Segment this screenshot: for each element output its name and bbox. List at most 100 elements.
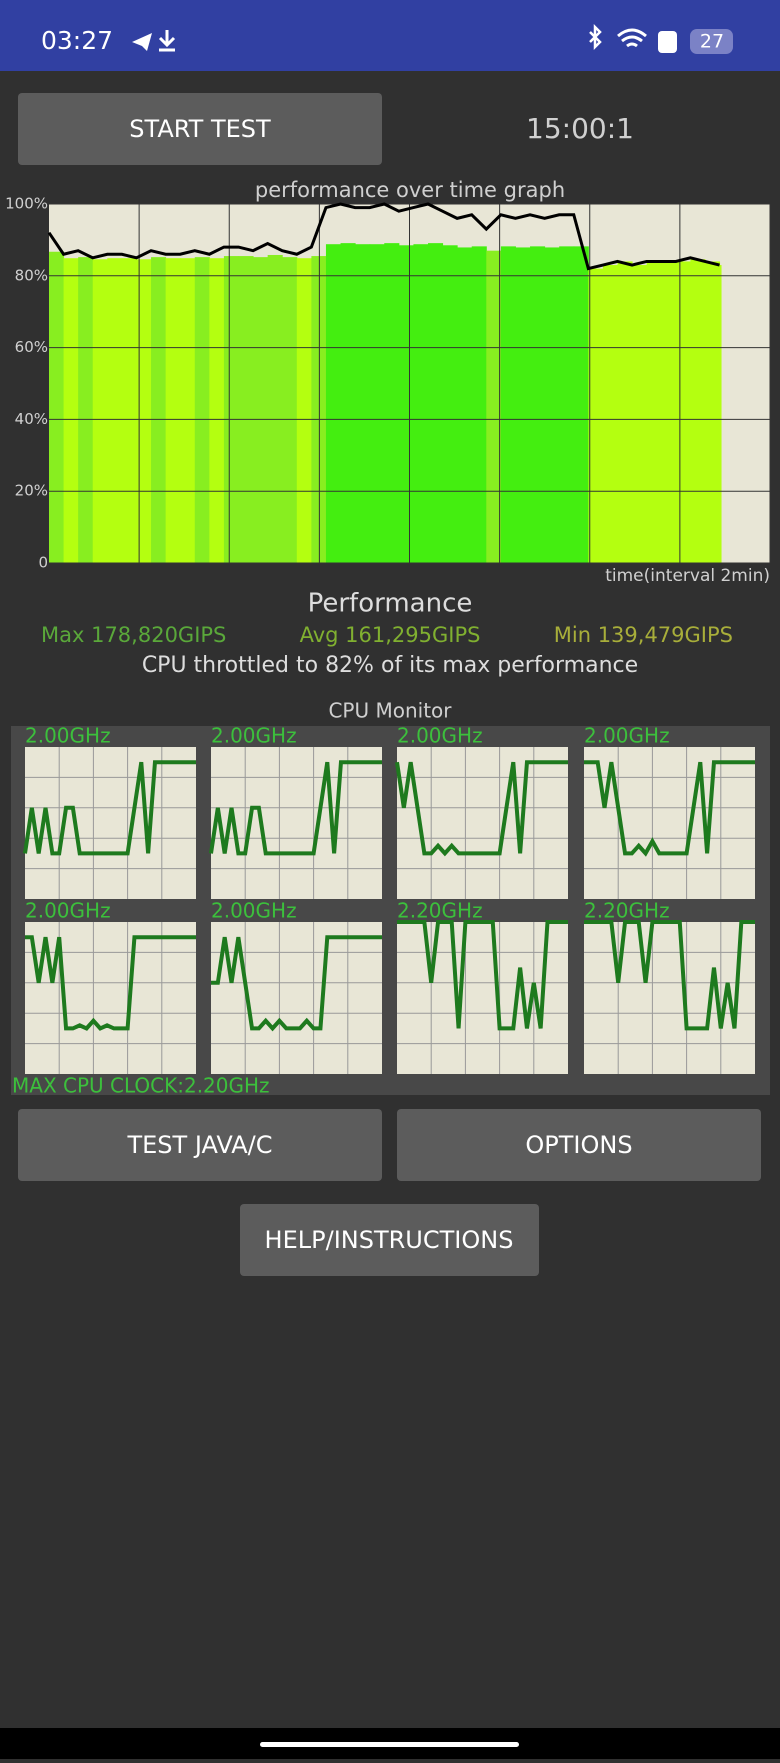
battery-icon bbox=[690, 29, 733, 54]
performance-bar bbox=[180, 258, 196, 563]
wifi-icon bbox=[617, 28, 647, 48]
x-axis-label: time(interval 2min) bbox=[605, 566, 770, 586]
performance-bar bbox=[661, 261, 677, 563]
performance-bar bbox=[588, 268, 604, 563]
performance-bar bbox=[238, 256, 254, 563]
performance-bar bbox=[675, 261, 691, 563]
performance-bar bbox=[267, 254, 283, 563]
y-tick-label: 80% bbox=[15, 266, 48, 284]
performance-bar bbox=[559, 246, 575, 563]
cpu-monitor-title: CPU Monitor bbox=[328, 699, 452, 723]
summary-heading: Performance bbox=[308, 589, 473, 619]
core-graph bbox=[397, 747, 568, 899]
performance-bar bbox=[136, 259, 152, 563]
performance-bar bbox=[413, 244, 429, 563]
telegram-icon bbox=[132, 33, 152, 51]
core-graph bbox=[211, 747, 382, 899]
core-frequency-line bbox=[395, 760, 568, 857]
core-frequency-line bbox=[584, 760, 755, 857]
performance-bar bbox=[78, 257, 94, 563]
core-clock-label: 2.00GHz bbox=[397, 724, 483, 748]
performance-bar bbox=[296, 258, 312, 563]
performance-bar bbox=[427, 243, 444, 564]
y-tick-label: 60% bbox=[15, 338, 48, 356]
performance-bar bbox=[632, 265, 648, 563]
status-bar bbox=[0, 0, 780, 71]
performance-bar bbox=[384, 243, 400, 564]
graph-title: performance over time graph bbox=[255, 178, 565, 202]
performance-bar bbox=[165, 258, 181, 563]
performance-bar bbox=[544, 247, 560, 563]
button-label: OPTIONS bbox=[525, 1131, 632, 1159]
cpu-cores: 2.00GHz 2.00GHz 2.00GHz 2.00GHz 2.00GHz 2.00G… bbox=[23, 724, 755, 1074]
performance-bar bbox=[690, 259, 706, 563]
performance-bar bbox=[49, 251, 65, 563]
performance-bar bbox=[92, 259, 108, 563]
performance-bar bbox=[515, 247, 531, 563]
performance-bar bbox=[704, 261, 721, 563]
button-label: START TEST bbox=[129, 115, 271, 143]
performance-bar bbox=[282, 257, 298, 563]
home-handle[interactable] bbox=[260, 1742, 519, 1747]
download-icon bbox=[158, 30, 176, 52]
test-java-button[interactable] bbox=[18, 1109, 382, 1181]
core-clock-label: 2.00GHz bbox=[25, 724, 111, 748]
timer: 15:00:1 bbox=[526, 112, 634, 145]
performance-bar bbox=[602, 265, 618, 563]
performance-bar bbox=[471, 246, 487, 563]
bluetooth-icon bbox=[589, 23, 602, 51]
button-label: HELP/INSTRUCTIONS bbox=[265, 1226, 514, 1254]
core-frequency-line bbox=[23, 760, 196, 856]
core-clock-label: 2.20GHz bbox=[584, 899, 670, 923]
core-clock-label: 2.20GHz bbox=[397, 899, 483, 923]
performance-bar bbox=[500, 246, 516, 563]
performance-bar bbox=[617, 261, 633, 563]
performance-bar bbox=[340, 243, 356, 564]
core-frequency-line bbox=[209, 760, 382, 856]
performance-bar bbox=[107, 258, 123, 563]
battery-level: 27 bbox=[700, 31, 724, 53]
y-tick-label: 20% bbox=[15, 482, 48, 500]
core-graph bbox=[25, 922, 196, 1074]
y-tick-label: 40% bbox=[15, 410, 48, 428]
min-score: Min 139,479GIPS bbox=[554, 623, 733, 647]
performance-bar bbox=[369, 244, 385, 563]
button-label: TEST JAVA/C bbox=[126, 1131, 272, 1159]
core-clock-label: 2.00GHz bbox=[25, 899, 111, 923]
avg-score: Avg 161,295GIPS bbox=[300, 623, 481, 647]
core-graph bbox=[25, 747, 196, 899]
performance-bar bbox=[121, 258, 137, 563]
performance-bar bbox=[442, 245, 458, 563]
core-frequency-line bbox=[211, 935, 382, 1032]
performance-bar bbox=[63, 258, 79, 563]
throttle-summary: CPU throttled to 82% of its max performa… bbox=[142, 653, 638, 678]
performance-bar bbox=[151, 257, 167, 563]
clock: 03:27 bbox=[41, 26, 113, 55]
start-test-button[interactable] bbox=[18, 93, 382, 165]
performance-bar bbox=[719, 265, 722, 563]
performance-bar bbox=[325, 244, 342, 563]
performance-bar bbox=[486, 250, 502, 564]
performance-bar bbox=[573, 246, 589, 563]
performance-bar bbox=[646, 261, 662, 563]
max-score: Max 178,820GIPS bbox=[41, 623, 226, 647]
core-clock-label: 2.00GHz bbox=[211, 899, 297, 923]
performance-graph: 0 20% 40% 60% 80% 100% bbox=[5, 195, 771, 572]
performance-line bbox=[47, 202, 720, 271]
options-button[interactable] bbox=[397, 1109, 761, 1181]
performance-bar bbox=[194, 257, 210, 563]
core-frequency-line bbox=[584, 920, 755, 1031]
core-frequency-line bbox=[397, 920, 568, 1031]
max-cpu-clock: MAX CPU CLOCK:2.20GHz bbox=[12, 1074, 270, 1098]
performance-bar bbox=[457, 247, 473, 563]
performance-bar bbox=[355, 244, 371, 563]
y-tick-label: 100% bbox=[5, 195, 48, 213]
core-frequency-line bbox=[25, 935, 196, 1031]
performance-bar bbox=[253, 257, 269, 563]
help-button[interactable] bbox=[240, 1204, 539, 1276]
performance-bar bbox=[209, 258, 225, 563]
y-tick-label: 0 bbox=[38, 554, 48, 572]
performance-bar bbox=[223, 256, 239, 563]
